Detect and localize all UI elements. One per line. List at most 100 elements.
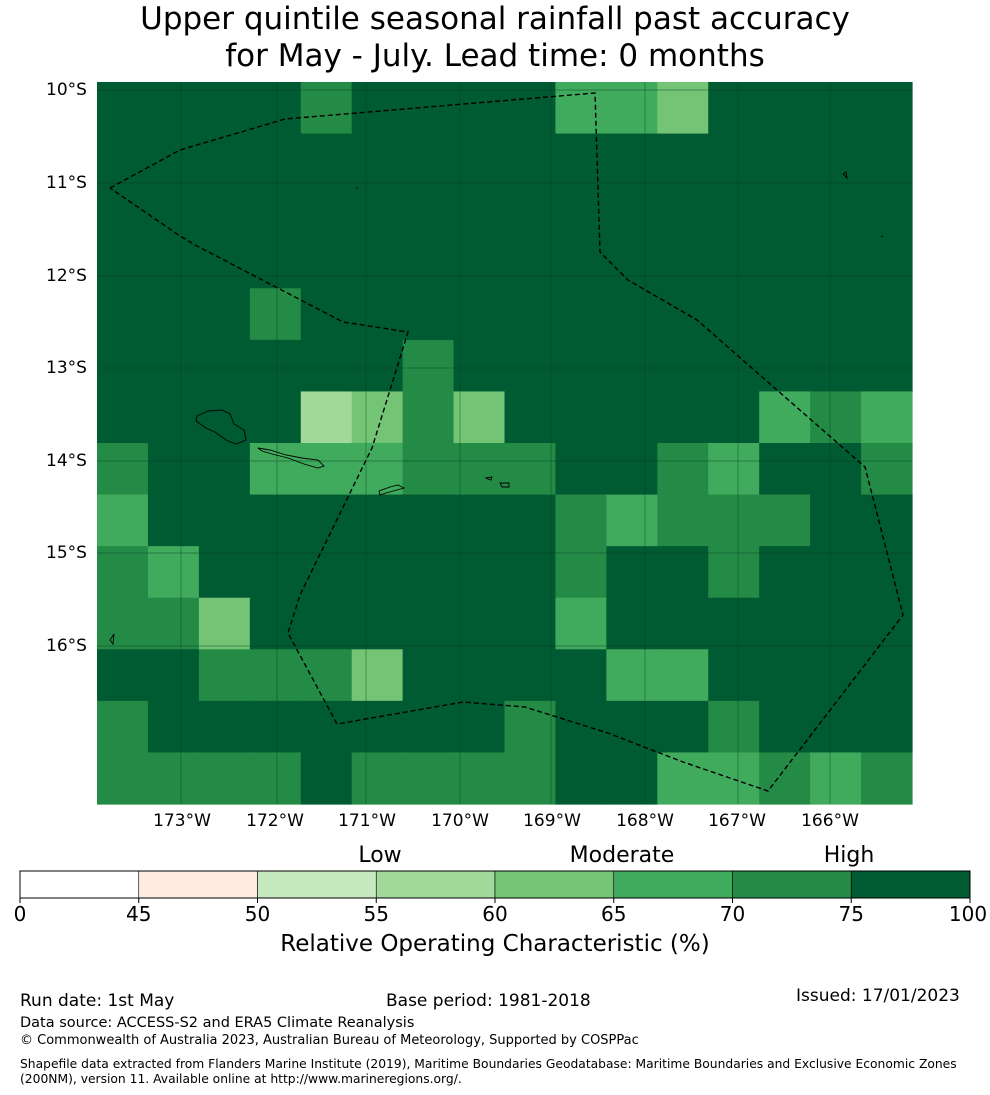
- colorbar-segment: [19, 870, 140, 899]
- island-savaii: [195, 409, 247, 445]
- colorbar-tick-label: 75: [838, 902, 864, 926]
- grid-cell: [198, 752, 251, 805]
- grid-cell: [97, 649, 149, 702]
- grid-cell: [402, 752, 455, 805]
- colorbar-segment: [138, 870, 258, 899]
- grid-cell: [708, 752, 760, 805]
- grid-cell: [657, 649, 709, 702]
- islands: [109, 171, 884, 646]
- island-ofu: [484, 476, 493, 481]
- grid-cell: [147, 288, 200, 341]
- lon-label: 166°W: [801, 811, 859, 831]
- grid-cell: [300, 752, 353, 805]
- grid-cell: [300, 597, 353, 650]
- grid-cell: [198, 597, 251, 650]
- grid-cell: [759, 546, 811, 599]
- grid-cell: [708, 82, 760, 135]
- grid-cell: [97, 288, 149, 341]
- grid-cell: [453, 494, 506, 547]
- grid-cell: [147, 649, 200, 702]
- grid-cell: [657, 546, 709, 599]
- grid-cell: [147, 391, 200, 444]
- grid-cell: [97, 443, 149, 496]
- grid-cell: [198, 649, 251, 702]
- lat-label: 10°S: [46, 80, 87, 100]
- grid-cell: [351, 288, 404, 341]
- grid-cell: [810, 391, 862, 444]
- lat-label: 15°S: [46, 543, 87, 563]
- grid-cell: [147, 494, 200, 547]
- grid-cell: [657, 700, 709, 754]
- grid-cell: [606, 649, 658, 702]
- grid-cell: [708, 700, 760, 754]
- grid-cell: [249, 288, 302, 341]
- colorbar-segment: [850, 870, 971, 899]
- lon-label: 169°W: [523, 811, 581, 831]
- grid-cell: [97, 752, 149, 805]
- grid-cell: [810, 133, 862, 186]
- colorbar-segment: [375, 870, 496, 899]
- grid-cell: [198, 494, 251, 547]
- grid-cell: [147, 597, 200, 650]
- grid-cell: [300, 494, 353, 547]
- skill-grid: [97, 82, 913, 805]
- grid-cell: [351, 649, 404, 702]
- grid-cell: [351, 752, 404, 805]
- grid-cell: [249, 391, 302, 444]
- grid-cell: [351, 236, 404, 289]
- grid-cell: [555, 391, 607, 444]
- grid-cell: [759, 185, 811, 238]
- grid-cell: [810, 443, 862, 496]
- grid-cell: [861, 443, 913, 496]
- grid-cell: [198, 236, 251, 289]
- grid-cell: [708, 649, 760, 702]
- grid-cell: [555, 82, 607, 135]
- grid-cell: [97, 236, 149, 289]
- grid-cell: [657, 443, 709, 496]
- grid-cell: [759, 391, 811, 444]
- grid-cell: [97, 700, 149, 754]
- grid-cell: [555, 597, 607, 650]
- grid-cell: [504, 752, 557, 805]
- grid-cell: [402, 288, 455, 341]
- grid-cell: [759, 288, 811, 341]
- grid-cell: [504, 82, 557, 135]
- grid-cell: [249, 236, 302, 289]
- grid-cell: [555, 752, 607, 805]
- grid-cell: [97, 546, 149, 599]
- grid-cell: [810, 700, 862, 754]
- grid-cell: [453, 185, 506, 238]
- grid-cell: [810, 546, 862, 599]
- grid-cell: [351, 391, 404, 444]
- grid-cell: [555, 546, 607, 599]
- grid-cell: [351, 185, 404, 238]
- grid-cell: [708, 494, 760, 547]
- grid-cell: [657, 133, 709, 186]
- grid-cell: [504, 133, 557, 186]
- grid-cell: [606, 752, 658, 805]
- grid-cell: [402, 597, 455, 650]
- grid-cell: [402, 443, 455, 496]
- grid-cell: [351, 339, 404, 393]
- grid-cell: [606, 700, 658, 754]
- grid-cell: [861, 700, 913, 754]
- island-upolu: [257, 447, 325, 469]
- grid-cell: [147, 82, 200, 135]
- grid-cell: [810, 82, 862, 135]
- grid-cell: [708, 391, 760, 444]
- grid-cell: [759, 752, 811, 805]
- grid-cell: [453, 339, 506, 393]
- grid-cell: [555, 494, 607, 547]
- grid-cell: [708, 546, 760, 599]
- map-title-line-1: Upper quintile seasonal rainfall past ac…: [140, 1, 850, 37]
- grid-cell: [759, 82, 811, 135]
- colorbar-tick-label: 0: [13, 902, 27, 926]
- grid-cell: [759, 339, 811, 393]
- shapefile-credit: Shapefile data extracted from Flanders M…: [20, 1057, 957, 1086]
- grid-cell: [249, 339, 302, 393]
- grid-cell: [657, 339, 709, 393]
- grid-cell: [198, 185, 251, 238]
- grid-cell: [657, 597, 709, 650]
- grid-cell: [249, 649, 302, 702]
